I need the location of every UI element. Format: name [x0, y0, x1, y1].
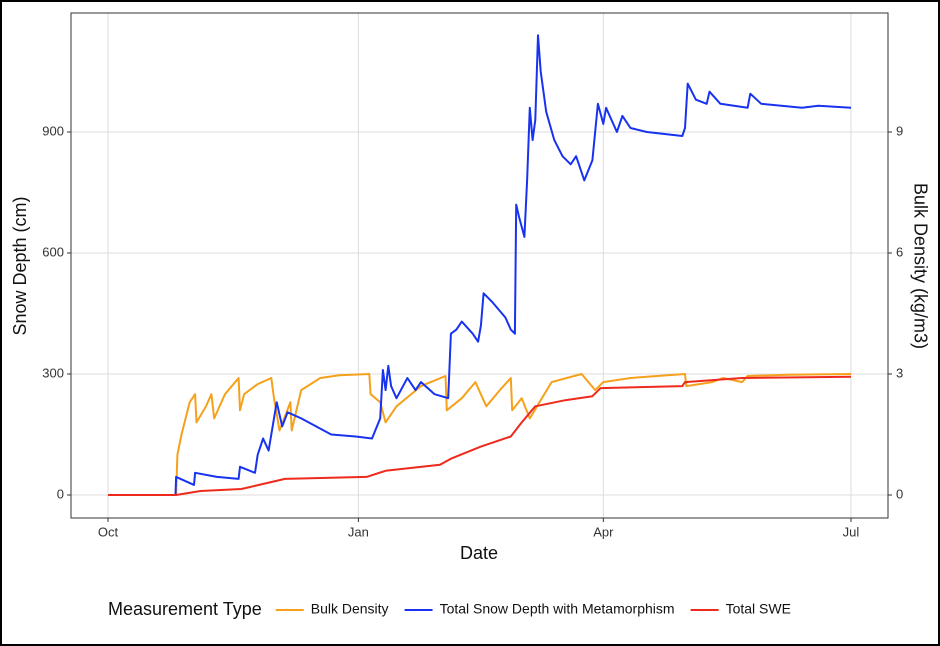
- x-tick-label: Jul: [843, 524, 860, 539]
- y-tick-label: 600: [42, 244, 64, 259]
- x-tick-label: Jan: [348, 524, 369, 539]
- series-line: [108, 375, 852, 496]
- y-tick-label: 300: [42, 365, 64, 380]
- x-tick-label: Oct: [98, 524, 119, 539]
- y2-tick-label: 0: [896, 486, 903, 501]
- y-axis-title: Snow Depth (cm): [10, 196, 30, 335]
- legend-title: Measurement Type: [108, 599, 262, 619]
- y2-tick-label: 9: [896, 123, 903, 138]
- legend-label: Total Snow Depth with Metamorphism: [440, 601, 675, 617]
- legend-label: Total SWE: [726, 601, 791, 617]
- plot-border: [70, 12, 889, 519]
- y-tick-label: 0: [57, 486, 64, 501]
- x-tick-label: Apr: [593, 524, 614, 539]
- legend: Measurement Type Bulk Density Total Snow …: [108, 599, 791, 619]
- grid-layer: [71, 13, 888, 518]
- x-axis-title: Date: [460, 543, 498, 563]
- legend-label: Bulk Density: [311, 601, 389, 617]
- line-layer: [108, 34, 852, 496]
- y-tick-label: 900: [42, 123, 64, 138]
- series-line: [108, 373, 852, 496]
- series-line: [108, 34, 852, 496]
- y2-tick-label: 3: [896, 365, 903, 380]
- y2-axis-title: Bulk Density (kg/m3): [910, 183, 930, 349]
- y2-tick-label: 6: [896, 244, 903, 259]
- axis-layer: 0 300 600 900 0 3 6 9 Oct Jan Apr Jul: [42, 123, 903, 539]
